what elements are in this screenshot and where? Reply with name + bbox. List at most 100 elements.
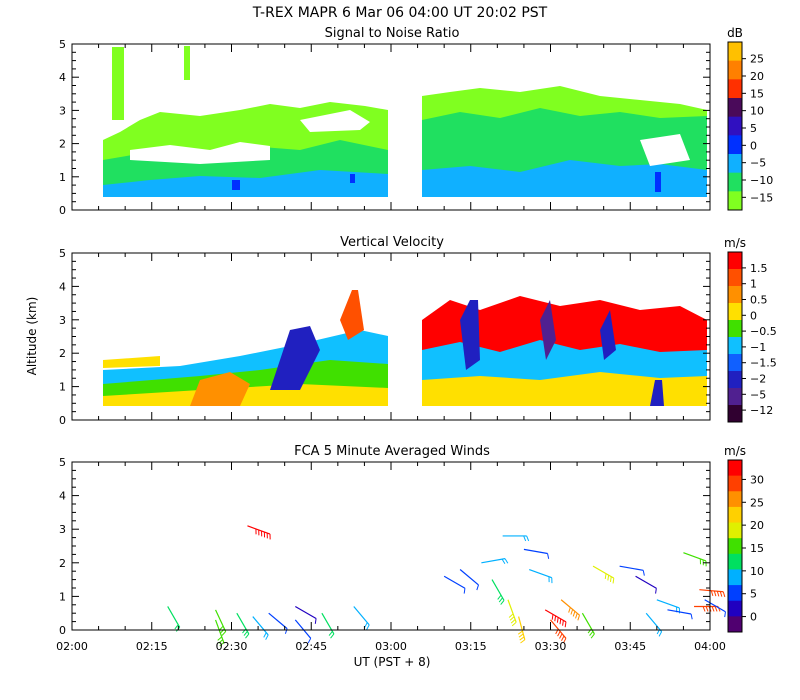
- wind-barb: [550, 619, 567, 644]
- wind-barb-feather: [263, 632, 267, 638]
- wind-barb-feather: [711, 606, 715, 612]
- colorbar-swatch: [728, 569, 742, 586]
- wind-barb: [592, 565, 615, 584]
- wind-barb-staff: [529, 568, 552, 579]
- wind-barb-feather: [547, 553, 550, 559]
- y-tick-label: 0: [59, 204, 66, 217]
- y-tick-label: 0: [59, 624, 66, 637]
- winds-title: FCA 5 Minute Averaged Winds: [294, 444, 490, 459]
- wind-barb-staff: [236, 612, 250, 635]
- wind-barb: [294, 605, 317, 624]
- winds-y-axis: 0 1 2 3 4 5: [59, 456, 710, 637]
- wind-barb-feather: [589, 631, 594, 636]
- wind-barb-staff: [321, 612, 335, 635]
- wind-barb-staff: [443, 575, 466, 589]
- colorbar-label: 5: [750, 122, 757, 135]
- wind-barb-feather: [245, 633, 250, 639]
- y-tick-label: 3: [59, 104, 66, 117]
- wind-barb-staff: [491, 579, 505, 601]
- wind-barb-feather: [501, 558, 506, 564]
- figure-title: T-REX MAPR 6 Mar 06 04:00 UT 20:02 PST: [252, 5, 548, 21]
- wind-barb: [491, 579, 505, 605]
- wind-barb: [581, 612, 595, 639]
- wind-barb-feather: [526, 535, 530, 542]
- wind-barb-staff: [656, 599, 680, 609]
- colorbar-swatch: [728, 337, 742, 355]
- y-tick-label: 3: [59, 523, 66, 536]
- wind-barb-feather: [705, 606, 709, 612]
- x-tick-label: 02:30: [216, 640, 248, 653]
- colorbar-unit: dB: [727, 26, 743, 40]
- snr-panel: Signal to Noise Ratio 0 1 2 3 4 5 dB 25 20 15 10 5…: [59, 26, 773, 217]
- wind-barb-feather: [658, 631, 663, 637]
- colorbar-swatch: [728, 252, 742, 270]
- snr-x-axis: [71, 44, 711, 210]
- colorbar-label: 10: [750, 565, 764, 578]
- wind-barb-feather: [702, 606, 706, 612]
- y-tick-label: 4: [59, 71, 66, 84]
- wind-barb-staff: [214, 619, 225, 643]
- wind-barb-feather: [500, 600, 505, 605]
- wind-barb-feather: [510, 619, 516, 624]
- colorbar-swatch: [728, 286, 742, 304]
- y-tick-label: 5: [59, 247, 66, 260]
- wind-barb: [294, 619, 312, 644]
- wind-barb-feather: [265, 634, 269, 640]
- vv-colorbar: m/s 1.5 1 0.5 0 −0.5 −1 −1.5 −2 −5 −12: [724, 236, 777, 423]
- colorbar-label: −1: [750, 341, 766, 354]
- vv-ylabel: Altitude (km): [25, 297, 39, 376]
- colorbar-label: 0: [750, 309, 757, 322]
- wind-barb: [704, 599, 726, 618]
- colorbar-swatch: [728, 154, 742, 174]
- colorbar-swatch: [728, 303, 742, 321]
- colorbar-label: 0: [750, 611, 757, 624]
- wind-barb-feather: [570, 609, 574, 615]
- wind-barb-feather: [554, 615, 557, 622]
- colorbar-swatch: [728, 42, 742, 62]
- colorbar-swatch: [728, 616, 742, 633]
- wind-barb-feather: [330, 633, 335, 639]
- colorbar-label: 1.5: [750, 262, 768, 275]
- wind-barb-feather: [509, 616, 515, 621]
- colorbar-swatch: [728, 553, 742, 570]
- wind-barb-feather: [655, 588, 657, 594]
- wind-barb: [645, 612, 663, 637]
- colorbar-frame: [727, 41, 743, 211]
- wind-barb-feather: [328, 631, 333, 636]
- y-tick-label: 1: [59, 171, 66, 184]
- colorbar-label: −1.5: [750, 357, 777, 370]
- colorbar-label: −5: [750, 388, 766, 401]
- colorbar-label: 10: [750, 105, 764, 118]
- wind-barb: [560, 599, 580, 621]
- wind-barb-feather: [497, 594, 502, 600]
- wind-barb-staff: [215, 609, 227, 632]
- wind-barb-feather: [511, 621, 517, 627]
- wind-barb-feather: [551, 614, 554, 620]
- x-tick-label: 03:00: [375, 640, 407, 653]
- y-tick-label: 5: [59, 38, 66, 51]
- wind-barb: [635, 575, 657, 594]
- snr-y-axis: 0 1 2 3 4 5: [59, 38, 710, 217]
- wind-barb-feather: [174, 624, 179, 630]
- wind-barb-feather: [612, 578, 615, 584]
- colorbar-swatch: [728, 116, 742, 136]
- colorbar-swatch: [728, 405, 742, 423]
- wind-barb-feather: [243, 631, 248, 636]
- colorbar-swatch: [728, 191, 742, 211]
- wind-barb: [683, 552, 707, 567]
- wind-barb-feather: [572, 611, 576, 617]
- colorbar-label: 20: [750, 70, 764, 83]
- wind-barb-staff: [544, 609, 567, 623]
- colorbar-label: 5: [750, 588, 757, 601]
- wind-barb-feather: [710, 590, 714, 597]
- wind-barb-staff: [167, 606, 181, 628]
- colorbar-swatch: [728, 172, 742, 192]
- wind-barb-feather: [559, 618, 562, 625]
- wind-barb-feather: [587, 628, 592, 634]
- wind-barb-feather: [217, 636, 223, 641]
- wind-barb-feather: [504, 558, 509, 564]
- wind-barb: [214, 619, 225, 647]
- colorbar-label: −12: [750, 404, 773, 417]
- y-tick-label: 5: [59, 456, 66, 469]
- wind-barb-staff: [353, 606, 370, 626]
